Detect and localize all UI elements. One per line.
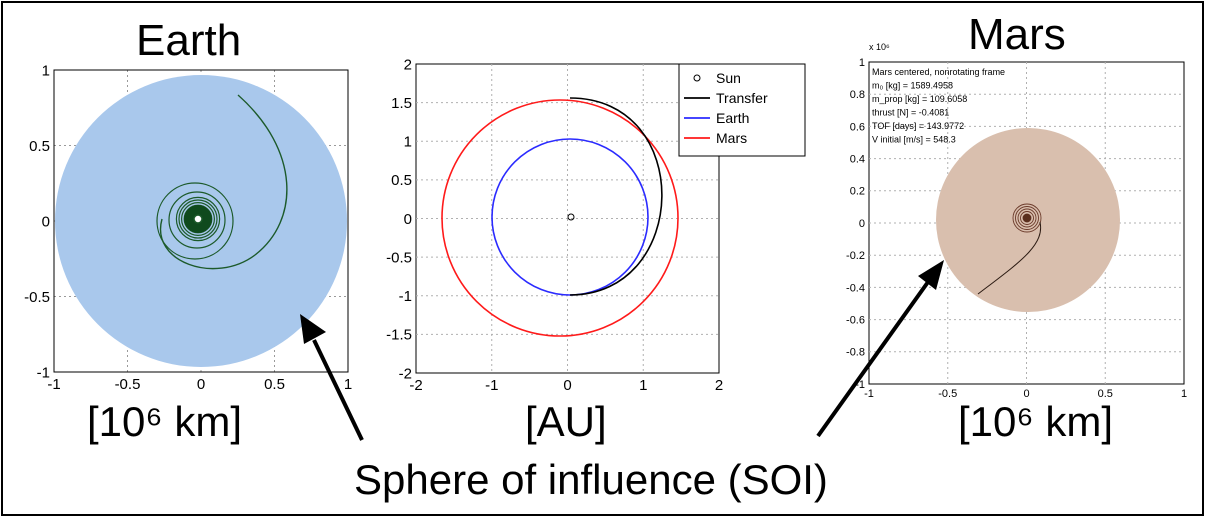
transfer-y-tick-label: -1.5 [386,327,412,344]
mars-panel: Mars centered, nonrotating frame m₀ [kg] … [846,42,1187,400]
transfer-x-tick-label: 1 [639,377,647,394]
mars-inner-loop [1020,211,1034,225]
mars-y-ticks: 1 0.8 0.6 0.4 0.2 0 -0.2 -0.4 -0.6 -0.8 -1 [846,57,865,391]
earth-x-tick-label: -0.5 [115,376,141,393]
mars-info-block: Mars centered, nonrotating frame m₀ [kg] … [872,67,1005,145]
legend-sun-marker [693,74,701,82]
mars-unit-label: [10⁶ km] [958,398,1113,445]
transfer-y-tick-label: -2 [399,365,412,382]
earth-x-tick-label: 0.5 [264,376,285,393]
earth-y-ticks: 1 0.5 0 -0.5 -1 [24,62,50,381]
transfer-y-tick-label: 0 [404,211,412,228]
transfer-legend: Sun Transfer Earth Mars [678,63,806,157]
mars-y-tick-label: -0.6 [846,314,865,326]
earth-inner-loop [178,199,218,239]
transfer-x-tick-label: -2 [409,377,422,394]
transfer-y-tick-label: 1.5 [391,95,412,112]
mars-x-ticks: -1 -0.5 0 0.5 1 [864,388,1187,400]
mars-approach-arc [977,221,1042,295]
transfer-x-tick-label: 0 [563,377,571,394]
mars-y-tick-label: 0.2 [850,186,865,198]
earth-escape-arc [159,94,288,270]
mars-y-exponent: x 10⁶ [869,42,890,52]
transfer-y-tick-label: 0.5 [391,172,412,189]
earth-inner-loop [181,202,216,237]
transfer-y-tick-label: -0.5 [386,249,412,266]
earth-y-tick-label: -0.5 [24,289,50,306]
mars-info-line: m_prop [kg] = 109.6058 [872,94,967,104]
mars-info-line: m₀ [kg] = 1589.4958 [872,81,953,91]
earth-y-tick-label: 0.5 [29,138,50,155]
mars-info-line: Mars centered, nonrotating frame [872,67,1005,77]
earth-axes-border [53,69,349,373]
transfer-y-tick-label: 1 [404,134,412,151]
transfer-unit-label: [AU] [525,398,607,445]
mars-x-tick-label: -0.5 [938,388,957,400]
transfer-x-tick-label: 2 [715,377,723,394]
earth-x-tick-label: -1 [47,376,60,393]
earth-x-ticks: -1 -0.5 0 0.5 1 [47,376,352,393]
mars-y-tick-label: 1 [859,57,865,69]
soi-caption: Sphere of influence (SOI) [354,456,828,503]
mars-x-tick-label: 1 [1181,388,1187,400]
mars-center-marker [1023,214,1031,222]
earth-y-tick-label: 0 [42,213,50,230]
mars-info-line: V initial [m/s] = 548.3 [872,135,956,145]
mars-y-tick-label: -0.2 [846,250,865,262]
mars-inner-loop [1017,208,1037,228]
mars-title: Mars [968,10,1066,59]
mars-inner-loop [1015,206,1039,230]
transfer-y-ticks: 2 1.5 1 0.5 0 -0.5 -1 -1.5 -2 [386,56,412,382]
earth-inner-loop [175,196,221,242]
mars-y-tick-label: 0.4 [850,153,865,165]
earth-title: Earth [136,16,242,65]
mars-orbit-line [441,99,679,337]
legend-label-earth: Earth [716,110,749,126]
earth-panel: -1 -0.5 0 0.5 1 1 0.5 0 -0.5 -1 [24,62,352,393]
mars-info-line: TOF [days] = 143.9772 [872,121,964,131]
mars-x-tick-label: -1 [864,388,874,400]
mars-y-tick-label: -0.4 [846,282,865,294]
arrow-head-mars [918,260,944,290]
mars-y-tick-label: -0.8 [846,347,865,359]
earth-x-tick-label: 0 [197,376,205,393]
transfer-panel: -2 -1 0 1 2 2 1.5 1 0.5 0 -0.5 -1 -1.5 -2 Sun Transf… [386,56,806,394]
mars-inner-loop [1012,203,1042,233]
earth-x-tick-label: 1 [344,376,352,393]
earth-unit-label: [10⁶ km] [87,398,242,445]
earth-loop-outer [168,191,226,249]
legend-label-mars: Mars [716,130,747,146]
soi-arrows [300,260,944,441]
transfer-y-tick-label: 2 [404,56,412,73]
legend-label-sun: Sun [716,70,741,86]
sun-marker [567,213,575,221]
mars-info-line: thrust [N] = -0.4081 [872,108,949,118]
earth-y-tick-label: 1 [42,62,50,79]
mars-y-tick-label: 0.8 [850,89,865,101]
transfer-y-tick-label: -1 [399,288,412,305]
transfer-trajectory-line [569,97,663,296]
mars-x-tick-label: 0 [1023,388,1029,400]
transfer-x-ticks: -2 -1 0 1 2 [409,377,723,394]
arrow-head-earth [300,314,326,344]
mars-y-tick-label: 0 [859,218,865,230]
mars-x-tick-label: 0.5 [1098,388,1113,400]
arrow-to-earth-soi [312,339,364,441]
legend-label-transfer: Transfer [716,90,768,106]
earth-y-tick-label: -1 [37,364,50,381]
earth-loop-outer [156,182,234,260]
mars-y-tick-label: -1 [855,379,865,391]
transfer-x-tick-label: -1 [485,377,498,394]
mars-spiral-trajectory [977,203,1042,295]
arrow-to-mars-soi [816,280,930,438]
earth-center-marker [193,214,203,224]
mars-y-tick-label: 0.6 [850,121,865,133]
